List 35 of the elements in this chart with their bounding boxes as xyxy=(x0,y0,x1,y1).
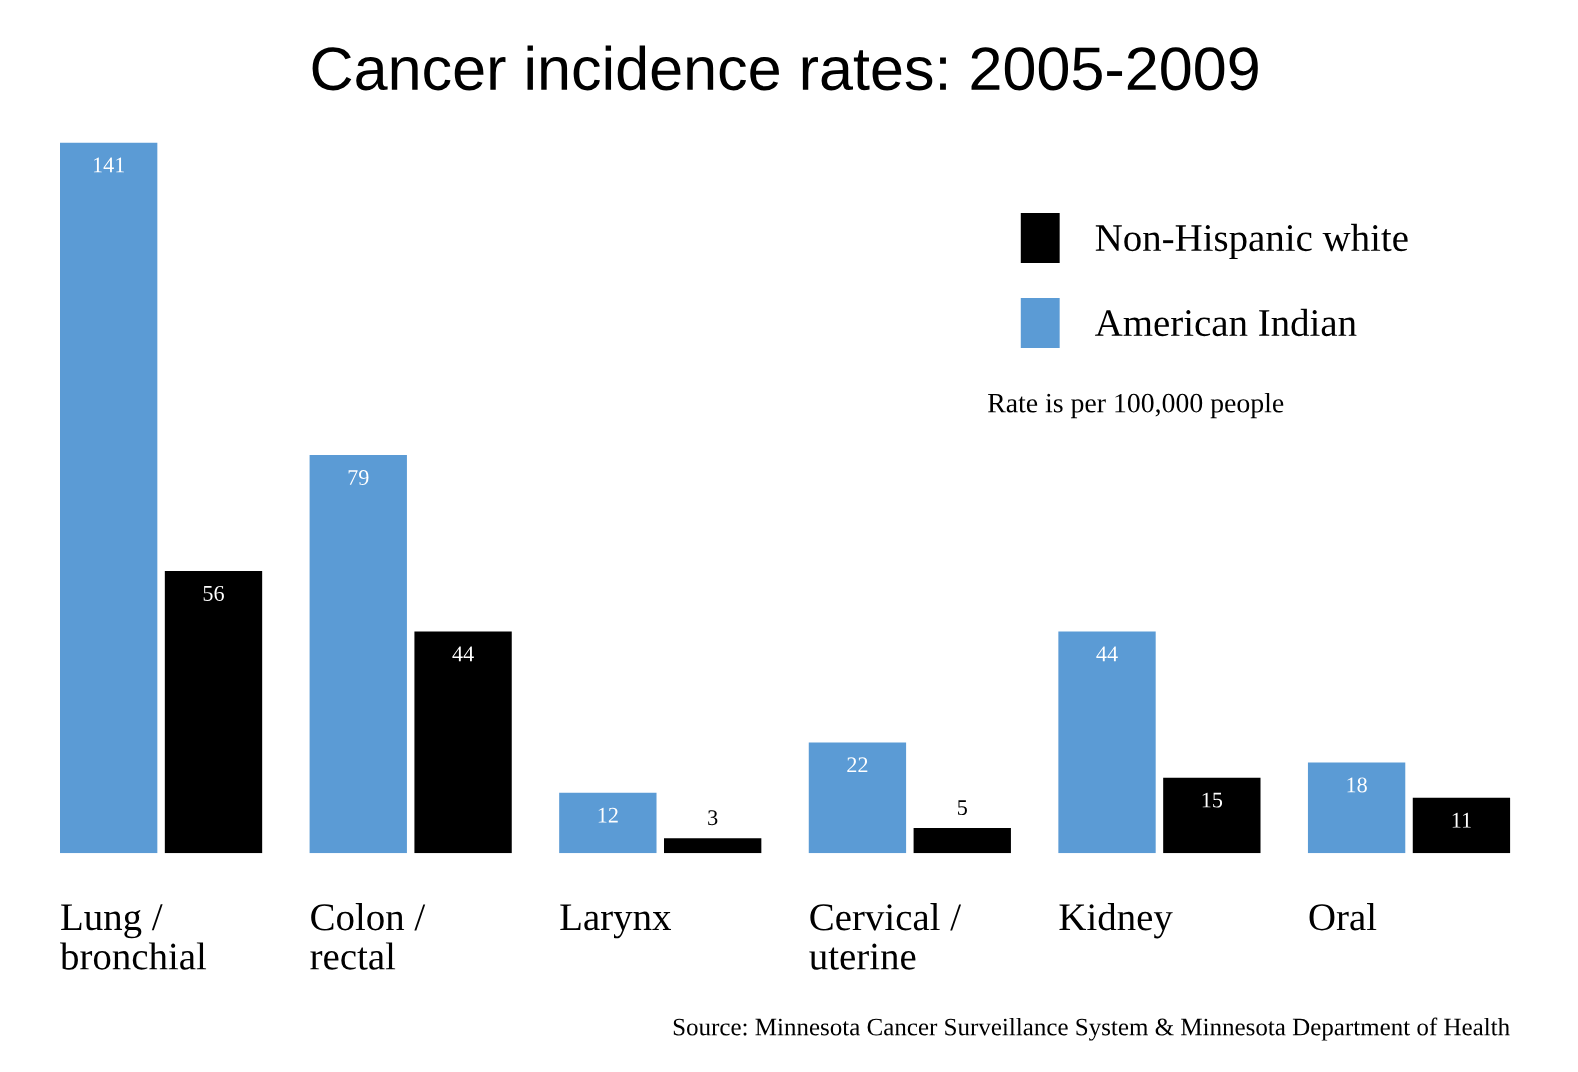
bar xyxy=(1307,762,1406,854)
data-label: 79 xyxy=(348,470,369,485)
data-label: 141 xyxy=(93,157,125,173)
bar xyxy=(1412,797,1511,854)
data-label: 44 xyxy=(452,646,474,662)
data-label: 3 xyxy=(708,810,718,826)
x-tick-label: Larynx xyxy=(560,904,671,939)
bar xyxy=(1163,777,1261,854)
bar xyxy=(60,142,158,854)
bar xyxy=(664,838,762,854)
bar xyxy=(1058,631,1156,854)
data-label: 12 xyxy=(598,807,618,823)
x-tick-label: Cervical / uterine xyxy=(809,903,962,970)
data-label: 11 xyxy=(1452,812,1471,828)
bar xyxy=(164,571,263,854)
bar xyxy=(414,631,512,854)
bar xyxy=(808,742,907,854)
chart-title: Cancer incidence rates: 2005-2009 xyxy=(312,45,1258,91)
legend-label: Non-Hispanic white xyxy=(1095,223,1408,260)
legend-label: American Indian xyxy=(1095,308,1357,337)
data-label: 44 xyxy=(1096,646,1118,662)
annotation: Rate is per 100,000 people xyxy=(988,392,1284,419)
x-tick-label: Kidney xyxy=(1059,903,1173,939)
data-label: 15 xyxy=(1202,792,1223,808)
bar xyxy=(309,455,407,854)
bar xyxy=(913,828,1011,854)
bar xyxy=(559,792,657,854)
data-label: 56 xyxy=(203,585,224,601)
source-note: Source: Minnesota Cancer Surveillance System & Minnesota Department of Health xyxy=(673,1017,1510,1041)
x-tick-label: Oral xyxy=(1309,903,1377,931)
data-label: 5 xyxy=(958,800,967,816)
data-label: 22 xyxy=(847,757,868,773)
x-tick-label: Colon / rectal xyxy=(310,903,426,970)
x-tick-label: Lung / bronchial xyxy=(60,904,207,970)
data-label: 18 xyxy=(1347,777,1367,793)
